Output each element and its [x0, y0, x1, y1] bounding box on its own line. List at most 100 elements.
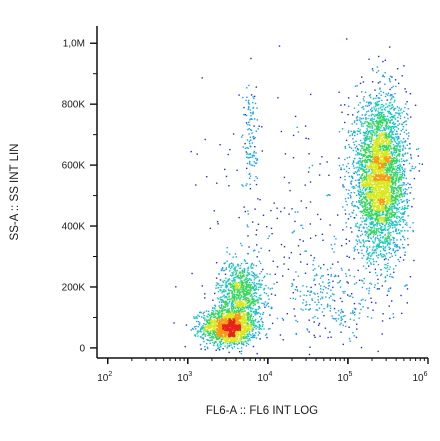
- data-point: [362, 245, 364, 247]
- data-point: [239, 297, 241, 299]
- data-point: [241, 287, 243, 289]
- data-point: [407, 182, 409, 184]
- data-point: [375, 186, 377, 188]
- data-point: [400, 187, 403, 189]
- data-point: [273, 283, 275, 285]
- data-point: [374, 240, 376, 242]
- data-point: [345, 222, 347, 224]
- data-point: [385, 147, 388, 149]
- data-point: [376, 122, 378, 124]
- data-point: [385, 169, 387, 171]
- data-point: [381, 133, 384, 135]
- data-point: [381, 75, 384, 77]
- data-point: [254, 284, 257, 287]
- data-point: [215, 284, 217, 287]
- data-point: [385, 240, 387, 243]
- data-point: [366, 203, 369, 205]
- data-point: [350, 175, 353, 177]
- data-point: [373, 242, 375, 244]
- data-point: [249, 318, 251, 321]
- data-point: [388, 167, 391, 169]
- data-point: [391, 196, 393, 198]
- data-point: [369, 230, 371, 232]
- data-point: [377, 215, 379, 217]
- data-point: [245, 151, 247, 153]
- data-point: [385, 122, 387, 124]
- data-point: [380, 237, 382, 239]
- data-point: [259, 325, 262, 327]
- data-point: [295, 333, 297, 335]
- data-point: [366, 180, 368, 182]
- data-point: [401, 212, 403, 215]
- data-point: [367, 174, 370, 176]
- data-point: [402, 235, 404, 237]
- data-point: [387, 127, 389, 129]
- data-point: [368, 207, 370, 209]
- data-point: [355, 184, 357, 186]
- data-point: [371, 156, 374, 158]
- data-point: [365, 130, 368, 133]
- data-point: [368, 216, 370, 218]
- data-point: [240, 302, 242, 304]
- data-point: [371, 113, 373, 115]
- data-point: [194, 334, 196, 336]
- data-point: [255, 332, 257, 334]
- data-point: [395, 228, 397, 230]
- data-point: [382, 193, 384, 195]
- data-point: [199, 330, 201, 332]
- data-point: [309, 291, 311, 293]
- data-point: [397, 249, 399, 252]
- data-point: [396, 112, 398, 114]
- data-point: [388, 248, 391, 251]
- data-point: [394, 251, 396, 254]
- data-point: [249, 188, 252, 190]
- data-point: [349, 318, 352, 320]
- data-point: [277, 97, 279, 99]
- data-point: [401, 172, 404, 175]
- data-point: [345, 200, 347, 203]
- data-point: [206, 339, 208, 341]
- data-point: [246, 280, 248, 282]
- data-point: [223, 306, 225, 308]
- data-point: [318, 265, 320, 267]
- data-point: [386, 240, 388, 242]
- data-point: [228, 296, 230, 298]
- data-point: [251, 154, 253, 156]
- data-point: [327, 194, 330, 196]
- data-point: [382, 196, 384, 198]
- data-point: [257, 300, 259, 302]
- data-point: [363, 245, 366, 248]
- data-point: [218, 312, 221, 314]
- data-point: [370, 301, 373, 303]
- data-point: [374, 189, 376, 192]
- data-point: [248, 103, 250, 105]
- data-point: [367, 196, 370, 198]
- data-point: [387, 259, 390, 261]
- data-point: [226, 280, 229, 282]
- data-point: [346, 281, 348, 283]
- data-point: [389, 144, 391, 147]
- data-point: [397, 153, 399, 156]
- data-point: [369, 232, 371, 234]
- data-point: [356, 323, 358, 325]
- data-point: [402, 146, 405, 148]
- data-point: [244, 281, 246, 283]
- data-point: [397, 124, 399, 126]
- data-point: [246, 312, 248, 314]
- data-point: [363, 108, 365, 110]
- data-point: [399, 117, 402, 120]
- data-point: [382, 194, 384, 196]
- data-point: [239, 264, 241, 267]
- data-point: [361, 215, 364, 217]
- data-point: [348, 156, 351, 158]
- data-point: [210, 330, 212, 333]
- data-point: [319, 163, 321, 165]
- data-point: [240, 350, 243, 352]
- data-point: [383, 192, 385, 194]
- data-point: [368, 150, 370, 152]
- data-point: [322, 239, 324, 241]
- data-point: [397, 181, 400, 183]
- data-point: [358, 168, 360, 170]
- data-point: [267, 302, 269, 304]
- data-point: [357, 269, 359, 272]
